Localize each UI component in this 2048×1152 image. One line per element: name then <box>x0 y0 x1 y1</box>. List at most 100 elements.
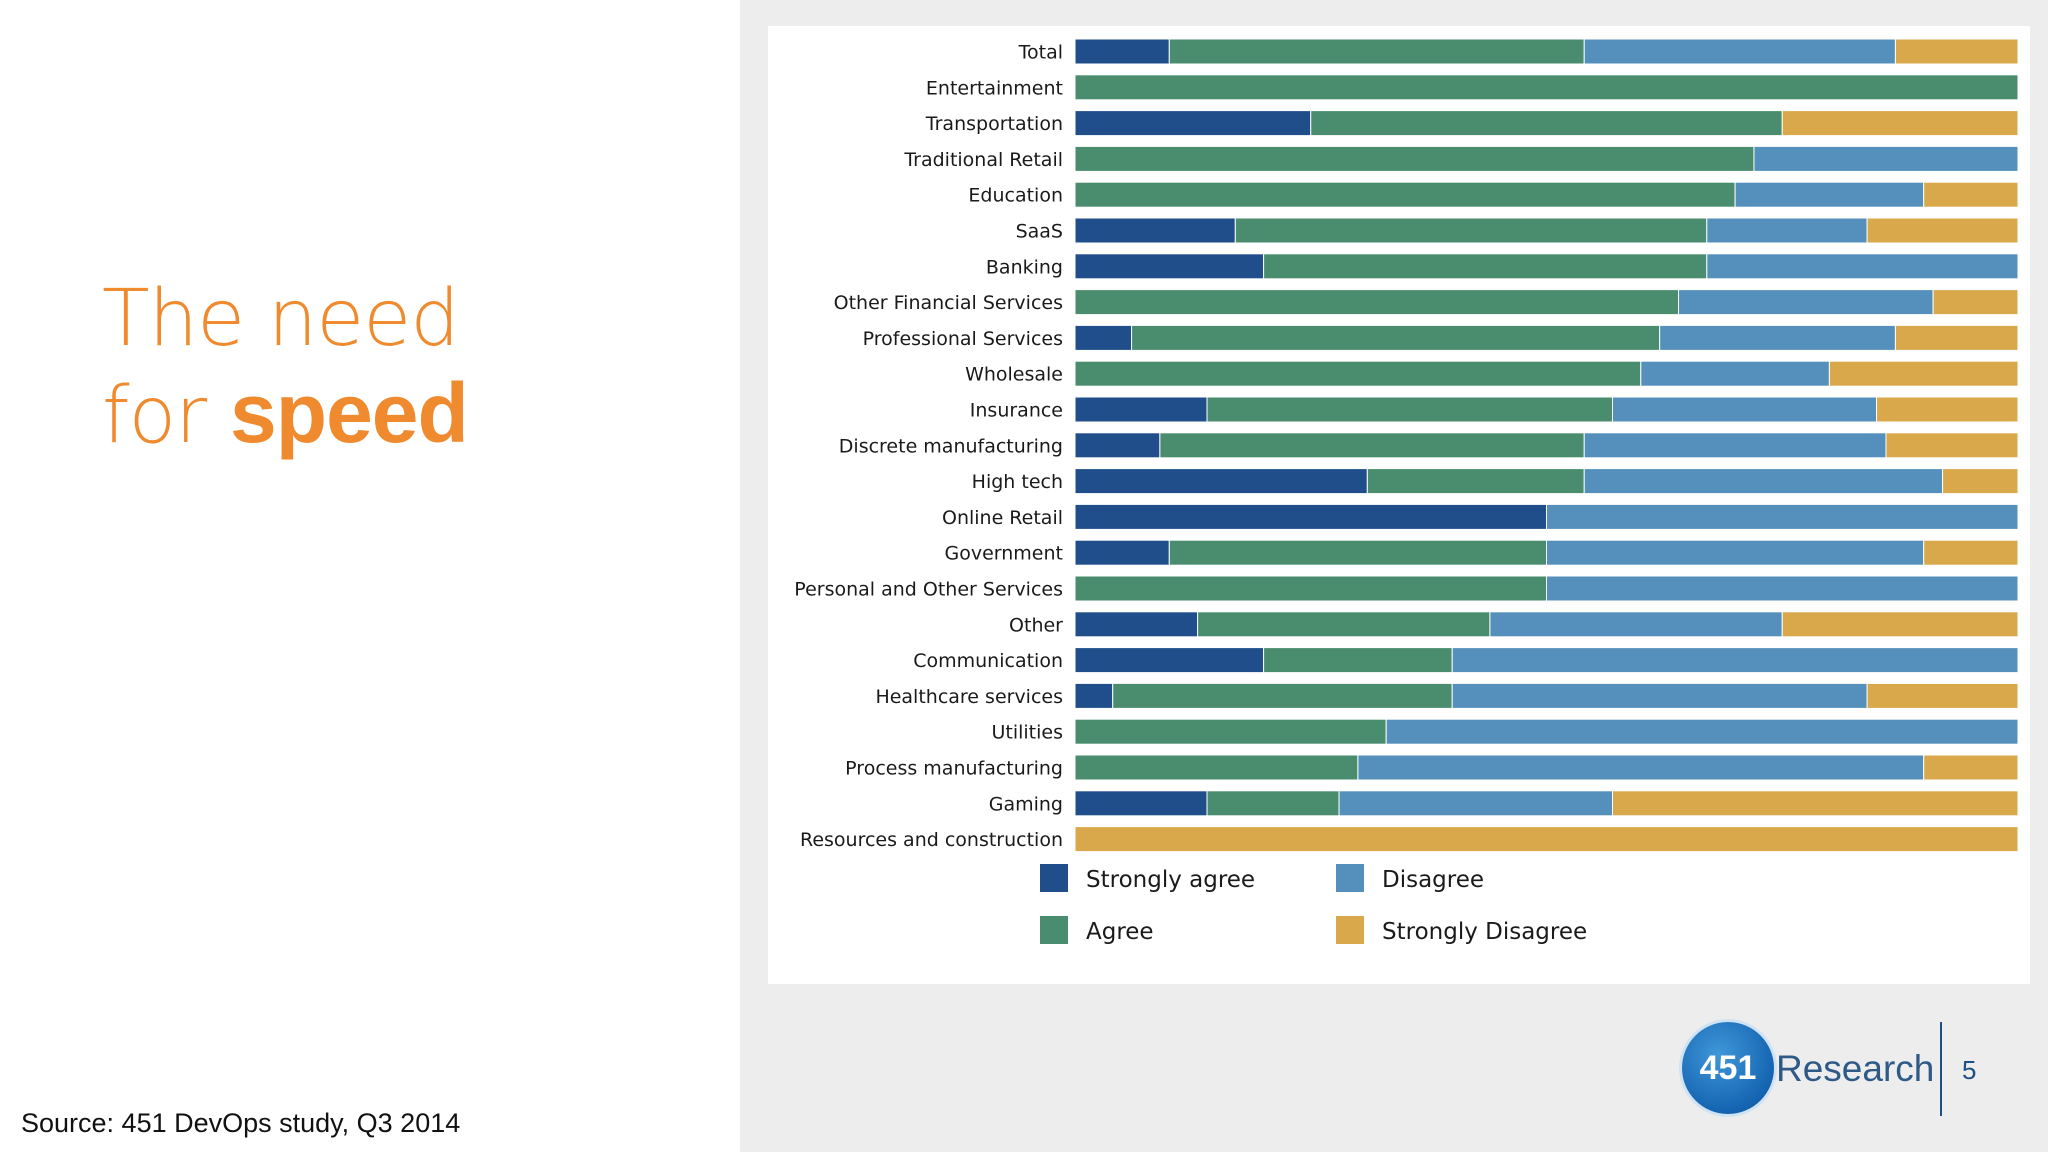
left-panel: The need for speed Source: 451 DevOps st… <box>0 0 740 1152</box>
footer-divider <box>1940 1022 1942 1116</box>
bar-segment <box>1263 647 1453 674</box>
bar-segment <box>1781 611 2019 638</box>
category-label: Professional Services <box>863 328 1063 350</box>
title-prefix: for <box>102 371 231 461</box>
slide-title: The need for speed <box>102 272 469 463</box>
bar-segment <box>1074 396 1208 423</box>
logo-word: Research <box>1776 1048 1935 1089</box>
bar-segment <box>1932 289 2019 316</box>
bar-segment <box>1074 539 1170 566</box>
bar-segment <box>1546 575 2019 602</box>
source-note: Source: 451 DevOps study, Q3 2014 <box>21 1108 461 1138</box>
bar-segment <box>1074 718 1387 745</box>
bar-segment <box>1923 181 2019 208</box>
bar-segment <box>1866 682 2019 709</box>
category-label: Communication <box>913 650 1063 672</box>
bar-segment <box>1074 468 1368 495</box>
title-line-2: for speed <box>102 366 469 463</box>
legend-swatch <box>1336 916 1364 944</box>
451-logo: 451 <box>1682 1022 1774 1114</box>
bar-segment <box>1074 38 1170 65</box>
bar-segment <box>1074 503 1547 530</box>
title-bold-word: speed <box>230 366 469 460</box>
bar-segment <box>1112 682 1453 709</box>
category-label: Wholesale <box>965 364 1063 386</box>
category-label: Traditional Retail <box>903 149 1063 171</box>
title-line-1: The need <box>102 274 460 364</box>
bar-segment <box>1074 110 1312 137</box>
bar-segment <box>1197 611 1491 638</box>
bar-segment <box>1338 790 1614 817</box>
bar-segment <box>1074 289 1680 316</box>
legend-swatch <box>1336 864 1364 892</box>
category-label: Utilities <box>991 722 1063 744</box>
chart-card: Total Entertainment Transportation Traditio… <box>768 26 2030 984</box>
bar-segment <box>1366 468 1585 495</box>
bar-segment <box>1942 468 2019 495</box>
bar-segment <box>1131 324 1661 351</box>
bar-segment <box>1074 360 1642 387</box>
bar-segment <box>1074 217 1236 244</box>
bar-segment <box>1706 217 1868 244</box>
category-label: Other Financial Services <box>834 292 1063 314</box>
bar-segment <box>1206 396 1614 423</box>
bar-segment <box>1168 38 1585 65</box>
bar-segment <box>1640 360 1830 387</box>
bar-segment <box>1074 253 1265 280</box>
bar-segment <box>1583 432 1887 459</box>
legend-label: Agree <box>1086 919 1154 945</box>
logo-number: 451 <box>1699 1049 1757 1087</box>
bar-segment <box>1923 754 2019 781</box>
legend-swatch <box>1040 864 1068 892</box>
category-label: Discrete manufacturing <box>839 435 1063 457</box>
bar-segment <box>1753 145 2019 172</box>
bar-segment <box>1168 539 1547 566</box>
bar-segment <box>1074 145 1755 172</box>
legend-label: Strongly agree <box>1086 867 1255 893</box>
category-label: Banking <box>986 256 1063 278</box>
category-label: Gaming <box>989 793 1063 815</box>
bar-segment <box>1866 217 2019 244</box>
bar-segment <box>1894 324 2019 351</box>
category-label: Government <box>945 543 1064 565</box>
bar-segment <box>1706 253 2019 280</box>
bar-segment <box>1734 181 1925 208</box>
legend-label: Strongly Disagree <box>1382 919 1587 945</box>
bar-segment <box>1659 324 1896 351</box>
bar-segment <box>1159 432 1585 459</box>
bar-segment <box>1583 38 1896 65</box>
bar-segment <box>1546 539 1925 566</box>
bar-segment <box>1612 396 1878 423</box>
category-label: High tech <box>972 471 1063 493</box>
bar-segment <box>1546 503 2019 530</box>
bar-segment <box>1876 396 2019 423</box>
bar-segment <box>1074 826 2019 853</box>
category-label: Other <box>1009 614 1063 636</box>
category-label: Resources and construction <box>800 829 1063 851</box>
page-number: 5 <box>1962 1055 1977 1085</box>
bar-segment <box>1781 110 2019 137</box>
bar-segment <box>1074 754 1359 781</box>
stacked-bar-chart: Total Entertainment Transportation Traditio… <box>794 38 2019 945</box>
bar-segment <box>1885 432 2019 459</box>
bar-segment <box>1357 754 1925 781</box>
bar-segment <box>1828 360 2019 387</box>
bar-segment <box>1074 575 1547 602</box>
category-label: Transportation <box>925 113 1063 135</box>
bar-segment <box>1074 647 1265 674</box>
bar-segment <box>1451 682 1868 709</box>
bar-segment <box>1206 790 1340 817</box>
category-label: Entertainment <box>926 77 1063 99</box>
bar-segment <box>1074 181 1736 208</box>
category-label: Healthcare services <box>875 686 1063 708</box>
legend-label: Disagree <box>1382 867 1484 893</box>
bar-segment <box>1074 324 1133 351</box>
bar-segment <box>1263 253 1708 280</box>
category-label: Online Retail <box>942 507 1063 529</box>
bar-segment <box>1310 110 1783 137</box>
bar-segment <box>1074 611 1199 638</box>
category-label: Education <box>968 185 1063 207</box>
bar-segment <box>1612 790 2019 817</box>
bar-segment <box>1894 38 2019 65</box>
legend-swatch <box>1040 916 1068 944</box>
